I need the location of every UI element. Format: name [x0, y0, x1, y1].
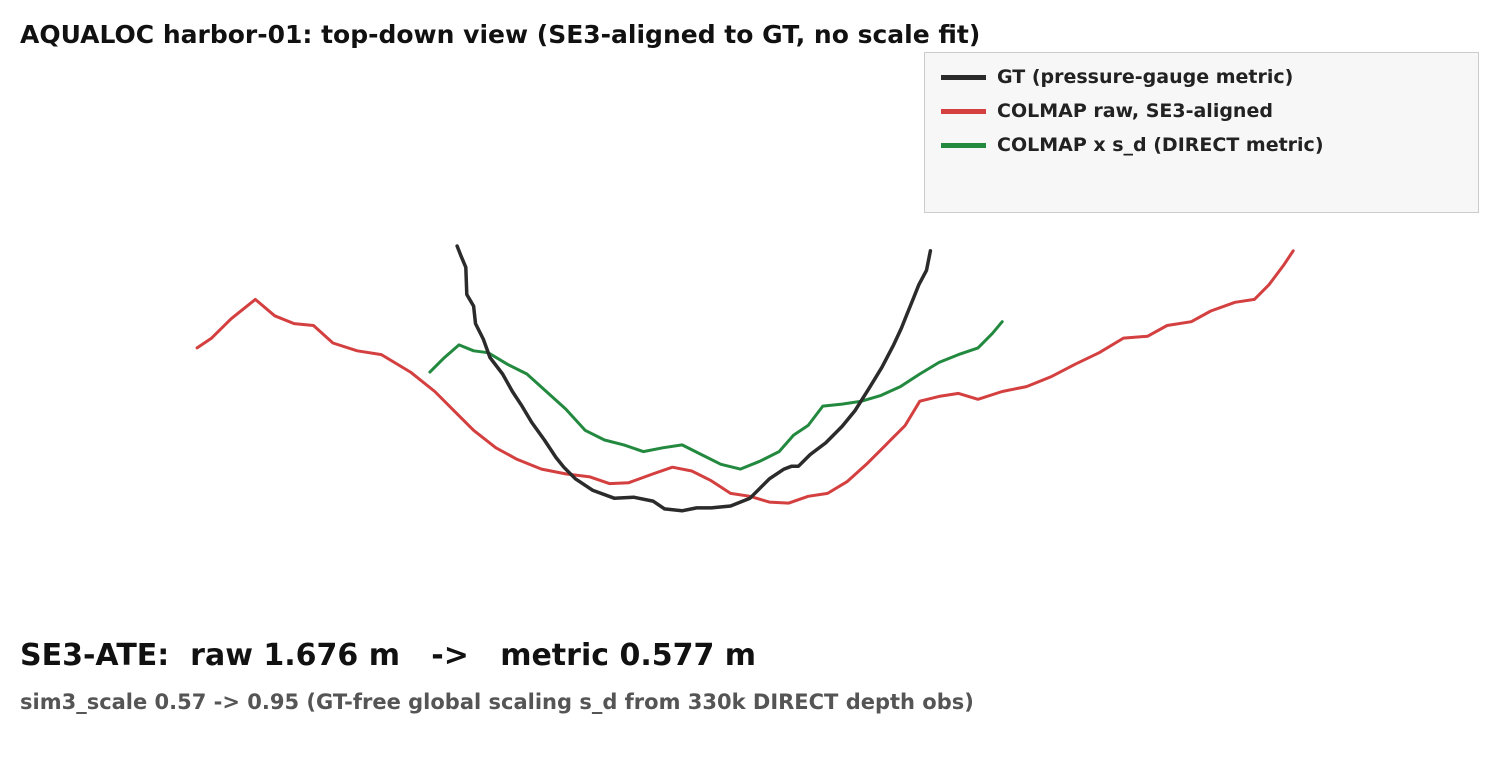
- legend-swatch-gt: [941, 74, 986, 80]
- legend-item-colmap-raw: COLMAP raw, SE3-aligned: [941, 99, 1273, 123]
- legend-label-colmap-metric: COLMAP x s_d (DIRECT metric): [997, 134, 1324, 156]
- legend-item-gt: GT (pressure-gauge metric): [941, 65, 1293, 89]
- gt-trajectory-line: [455, 244, 933, 513]
- colmap-raw-trajectory-line: [195, 249, 1295, 505]
- colmap-metric-trajectory-line: [428, 320, 1004, 471]
- ate-metric-text: SE3-ATE: raw 1.676 m -> metric 0.577 m: [20, 638, 757, 673]
- chart-title: AQUALOC harbor-01: top-down view (SE3-al…: [20, 20, 981, 49]
- legend-item-colmap-metric: COLMAP x s_d (DIRECT metric): [941, 133, 1324, 157]
- legend-swatch-colmap-raw: [941, 108, 986, 114]
- legend-label-gt: GT (pressure-gauge metric): [997, 66, 1294, 88]
- legend: GT (pressure-gauge metric) COLMAP raw, S…: [924, 52, 1479, 213]
- legend-swatch-colmap-metric: [941, 142, 986, 148]
- scale-subtitle-text: sim3_scale 0.57 -> 0.95 (GT-free global …: [20, 690, 974, 714]
- legend-label-colmap-raw: COLMAP raw, SE3-aligned: [997, 100, 1273, 122]
